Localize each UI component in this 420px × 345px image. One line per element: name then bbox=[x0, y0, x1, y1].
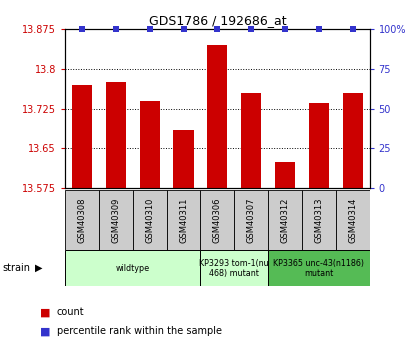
Bar bbox=[133, 190, 167, 250]
Bar bbox=[72, 85, 92, 188]
Bar bbox=[309, 104, 329, 188]
Text: GSM40310: GSM40310 bbox=[145, 197, 154, 243]
Bar bbox=[268, 190, 302, 250]
Text: KP3365 unc-43(n1186)
mutant: KP3365 unc-43(n1186) mutant bbox=[273, 258, 365, 278]
Bar bbox=[234, 190, 268, 250]
Bar bbox=[65, 190, 99, 250]
Bar bbox=[106, 82, 126, 188]
Text: percentile rank within the sample: percentile rank within the sample bbox=[57, 326, 222, 336]
Bar bbox=[275, 161, 295, 188]
Bar bbox=[268, 250, 370, 286]
Bar bbox=[207, 45, 228, 188]
Text: count: count bbox=[57, 307, 84, 317]
Bar bbox=[65, 250, 200, 286]
Bar bbox=[173, 130, 194, 188]
Title: GDS1786 / 192686_at: GDS1786 / 192686_at bbox=[149, 14, 286, 27]
Text: GSM40309: GSM40309 bbox=[111, 197, 121, 243]
Bar bbox=[343, 93, 363, 188]
Text: KP3293 tom-1(nu
468) mutant: KP3293 tom-1(nu 468) mutant bbox=[200, 258, 269, 278]
Text: GSM40306: GSM40306 bbox=[213, 197, 222, 243]
Text: strain: strain bbox=[2, 263, 30, 273]
Text: wildtype: wildtype bbox=[116, 264, 150, 273]
Bar bbox=[336, 190, 370, 250]
Text: GSM40308: GSM40308 bbox=[78, 197, 87, 243]
Bar bbox=[99, 190, 133, 250]
Text: ▶: ▶ bbox=[35, 263, 42, 273]
Text: GSM40312: GSM40312 bbox=[281, 197, 289, 243]
Text: GSM40313: GSM40313 bbox=[314, 197, 323, 243]
Text: ■: ■ bbox=[40, 326, 50, 336]
Text: GSM40307: GSM40307 bbox=[247, 197, 256, 243]
Text: GSM40311: GSM40311 bbox=[179, 197, 188, 243]
Bar bbox=[167, 190, 200, 250]
Bar bbox=[200, 190, 234, 250]
Text: GSM40314: GSM40314 bbox=[348, 197, 357, 243]
Bar bbox=[302, 190, 336, 250]
Bar bbox=[200, 250, 268, 286]
Bar bbox=[139, 101, 160, 188]
Bar bbox=[241, 93, 261, 188]
Text: ■: ■ bbox=[40, 307, 50, 317]
